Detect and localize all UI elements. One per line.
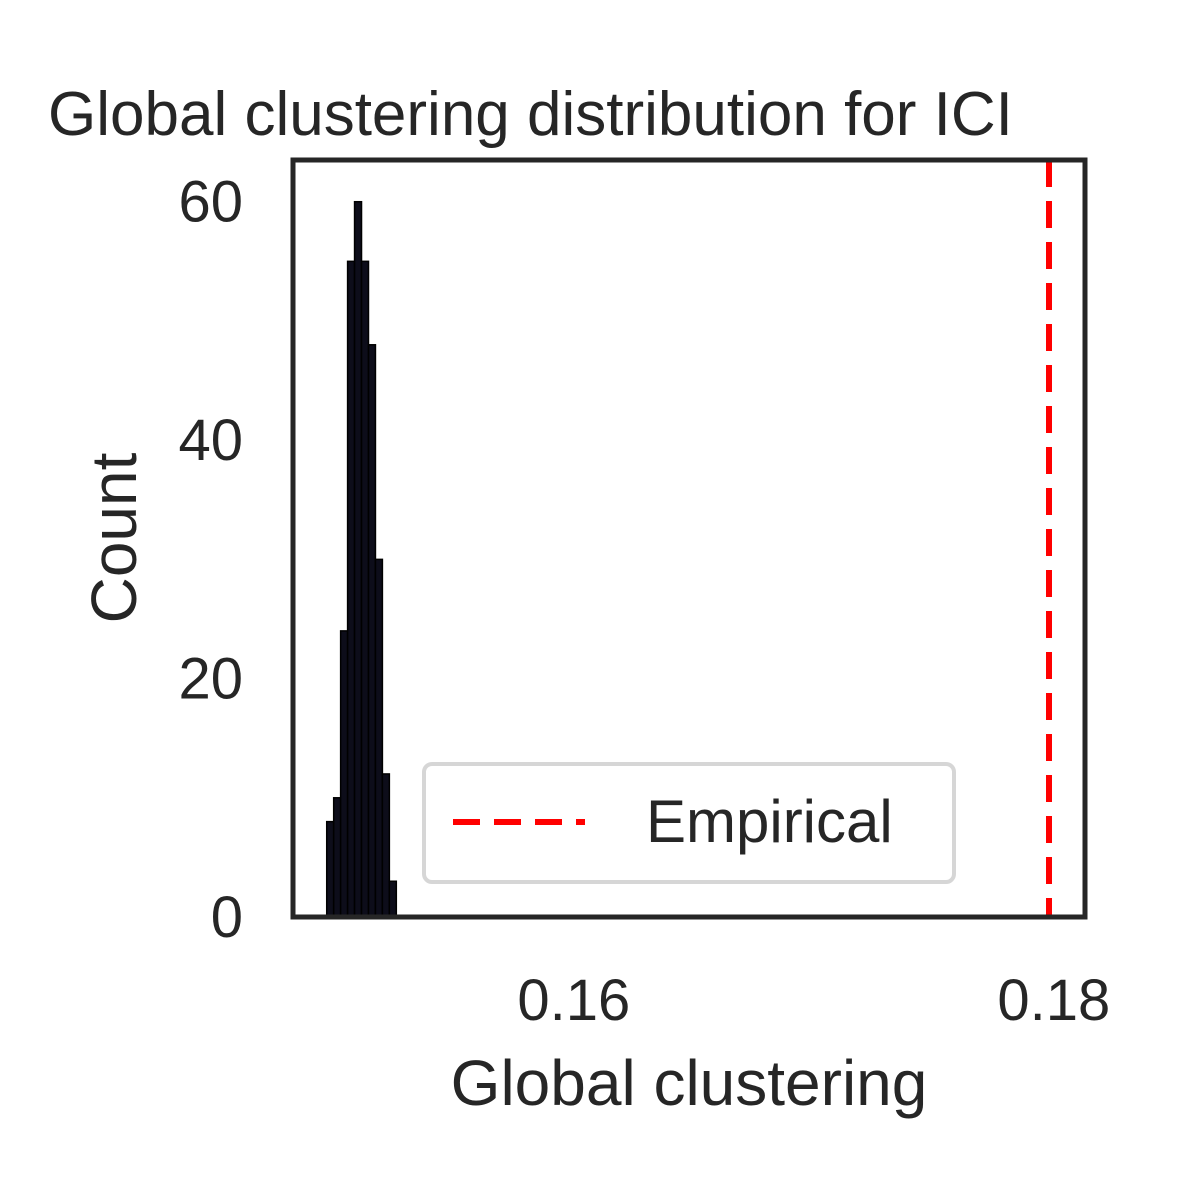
legend-box [422,762,956,884]
legend: Empirical [422,762,956,884]
histogram-bar [360,260,370,918]
x-tick-label: 0.16 [517,968,630,1033]
histogram-bar [332,797,342,918]
histogram-bar [346,260,356,918]
x-tick-labels: 0.16 0.18 [517,968,1110,1033]
y-tick-label: 0 [211,885,243,950]
chart-title: Global clustering distribution for ICI [48,80,1013,149]
histogram-bar [353,200,363,918]
histogram-bar [339,630,349,918]
y-tick-label: 40 [178,408,243,473]
plot-area [325,160,1052,918]
y-tick-labels: 0 20 40 60 [178,170,243,950]
histogram-bar [388,880,398,918]
histogram-bar [325,820,335,918]
y-tick-label: 60 [178,170,243,235]
histogram-bar [381,773,391,918]
histogram-bar [374,558,384,918]
histogram-bar [367,344,377,918]
y-tick-label: 20 [178,647,243,712]
x-tick-label: 0.18 [997,968,1110,1033]
x-axis-label: Global clustering [451,1047,928,1119]
legend-label-empirical: Empirical [646,788,893,855]
y-axis-label: Count [78,452,150,623]
plot-frame [290,157,1088,920]
